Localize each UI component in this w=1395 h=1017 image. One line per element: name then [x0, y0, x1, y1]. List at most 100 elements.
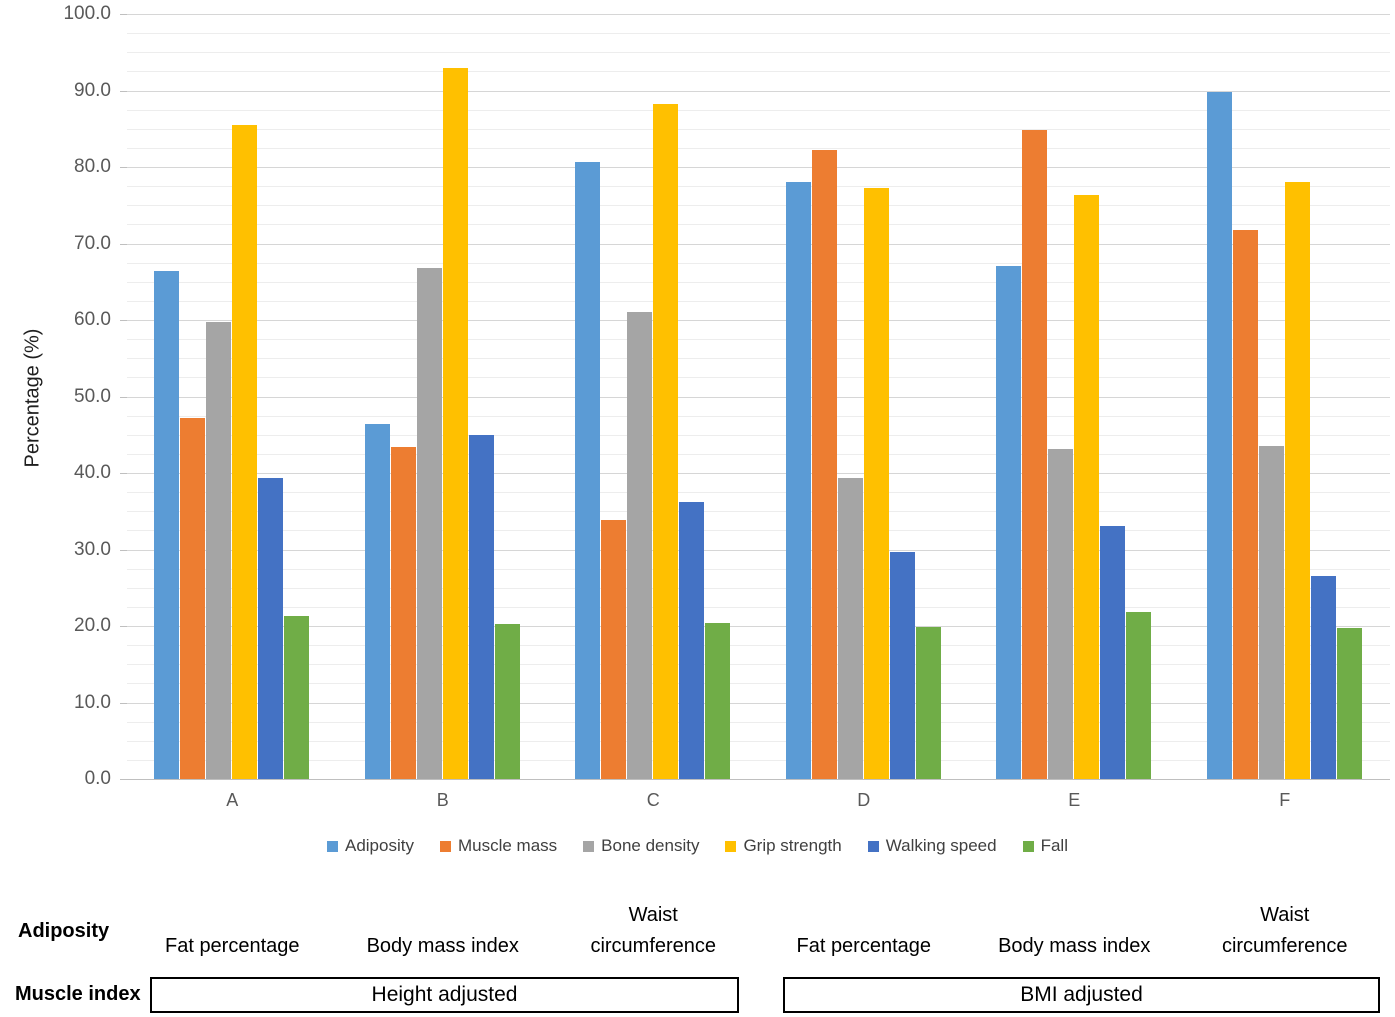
minor-gridline — [127, 664, 1390, 666]
y-axis-tick — [120, 779, 127, 780]
y-tick-label: 70.0 — [74, 232, 111, 254]
legend-label: Adiposity — [344, 836, 414, 855]
minor-gridline — [127, 606, 1390, 608]
bar-grip-strength-E — [1074, 194, 1100, 779]
legend-item-bone-density: Bone density — [583, 836, 699, 856]
legend-label: Bone density — [601, 836, 700, 855]
major-gridline — [127, 702, 1390, 704]
bar-group-B — [364, 14, 521, 779]
legend-item-adiposity: Adiposity — [326, 836, 414, 856]
muscle-index-box-bmi-adjusted: BMI adjusted — [783, 977, 1380, 1013]
bar-walking-speed-A — [258, 478, 284, 779]
bar-group-D — [785, 14, 942, 779]
minor-gridline — [127, 415, 1390, 417]
bar-bone-density-C — [627, 312, 653, 779]
y-axis-tick — [120, 702, 127, 704]
muscle-index-box-height-adjusted: Height adjusted — [150, 977, 739, 1013]
minor-gridline — [127, 683, 1390, 685]
bar-fall-A — [284, 616, 310, 779]
y-axis-tick — [120, 320, 127, 321]
bar-muscle-mass-D — [811, 150, 837, 779]
minor-gridline — [127, 377, 1390, 379]
bar-muscle-mass-F — [1232, 229, 1258, 779]
bar-grip-strength-F — [1284, 182, 1310, 779]
bar-grip-strength-B — [442, 68, 468, 779]
x-category-label-E: E — [1068, 790, 1081, 810]
minor-gridline — [127, 759, 1390, 761]
minor-gridline — [127, 205, 1390, 207]
minor-gridline — [127, 721, 1390, 723]
bar-grip-strength-A — [232, 124, 258, 779]
adiposity-label-A: Fat percentage — [164, 935, 300, 957]
bar-group-F — [1206, 14, 1363, 779]
major-gridline — [127, 549, 1390, 551]
y-tick-label: 20.0 — [74, 615, 111, 636]
bar-fall-C — [705, 622, 731, 779]
bar-walking-speed-E — [1100, 525, 1126, 779]
x-category-label-D: D — [857, 790, 871, 810]
y-axis-tick — [120, 626, 127, 627]
major-gridline — [127, 473, 1390, 474]
adiposity-label-E: Body mass index — [998, 935, 1151, 957]
adiposity-label-C: Waist circumference — [590, 904, 717, 957]
major-gridline — [127, 243, 1390, 245]
bar-group-A — [154, 14, 310, 779]
bar-bone-density-E — [1048, 448, 1074, 779]
legend-swatch-icon — [326, 840, 338, 852]
bar-adiposity-D — [785, 182, 811, 779]
minor-gridline — [127, 147, 1390, 149]
y-tick-label: 60.0 — [74, 309, 111, 330]
legend-label: Grip strength — [743, 836, 842, 855]
legend-item-fall: Fall — [1022, 836, 1068, 856]
bar-bone-density-F — [1258, 446, 1284, 779]
minor-gridline — [127, 262, 1390, 264]
minor-gridline — [127, 128, 1390, 130]
bar-bone-density-D — [837, 478, 863, 779]
minor-gridline — [127, 186, 1390, 188]
bar-bone-density-B — [416, 267, 442, 779]
minor-gridline — [127, 492, 1390, 494]
y-tick-label: 80.0 — [74, 156, 111, 177]
minor-gridline — [127, 740, 1390, 742]
y-tick-label: 0.0 — [84, 768, 111, 789]
major-gridline — [127, 90, 1390, 92]
bar-group-C — [575, 14, 731, 779]
bar-fall-E — [1126, 612, 1152, 779]
major-gridline — [127, 167, 1390, 168]
legend-item-walking-speed: Walking speed — [867, 836, 997, 856]
bar-walking-speed-F — [1310, 576, 1336, 779]
footer-row-header-adiposity: Adiposity — [18, 920, 110, 942]
bar-adiposity-C — [575, 162, 601, 779]
legend-swatch-icon — [439, 840, 451, 852]
legend-swatch-icon — [725, 840, 737, 852]
y-tick-label: 90.0 — [74, 79, 111, 101]
bar-fall-B — [494, 623, 520, 779]
adiposity-label-D: Fat percentage — [796, 935, 932, 957]
y-axis-tick — [120, 396, 127, 398]
bar-walking-speed-B — [468, 434, 494, 779]
bar-fall-F — [1336, 628, 1362, 779]
legend-label: Walking speed — [885, 836, 997, 855]
legend-label: Muscle mass — [457, 836, 558, 855]
y-axis-tick — [120, 90, 127, 92]
y-axis-tick — [120, 167, 127, 168]
adiposity-label-B: Body mass index — [366, 935, 519, 957]
major-gridline — [127, 320, 1390, 321]
minor-gridline — [127, 33, 1390, 35]
minor-gridline — [127, 300, 1390, 302]
major-gridline — [127, 14, 1390, 15]
bar-walking-speed-C — [679, 502, 705, 779]
legend-swatch-icon — [583, 840, 595, 852]
minor-gridline — [127, 453, 1390, 455]
minor-gridline — [127, 109, 1390, 111]
footer-row-header-muscle-index: Muscle index — [15, 983, 141, 1005]
y-axis-tick — [120, 473, 127, 474]
bar-adiposity-E — [996, 265, 1022, 779]
bar-grip-strength-D — [863, 187, 889, 779]
minor-gridline — [127, 434, 1390, 436]
y-axis-tick — [120, 549, 127, 551]
minor-gridline — [127, 645, 1390, 647]
minor-gridline — [127, 52, 1390, 54]
y-axis-tick — [120, 14, 127, 15]
